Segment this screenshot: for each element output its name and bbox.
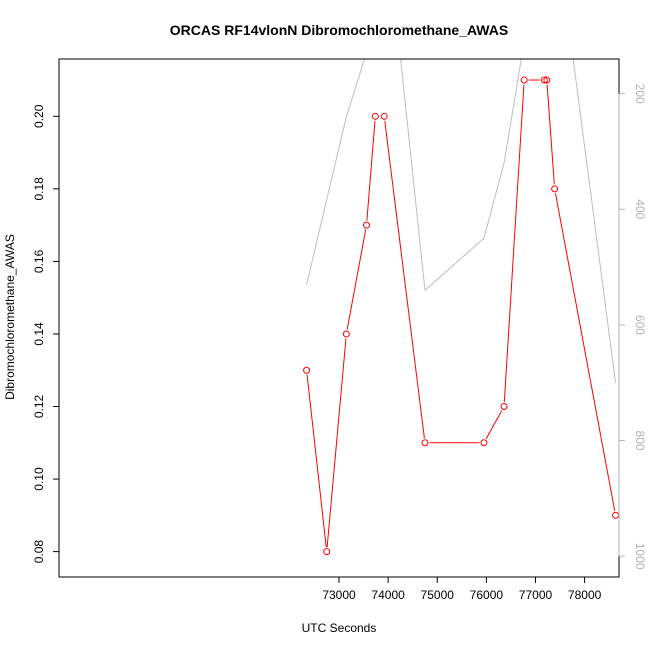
y-tick-label: 0.20: [32, 104, 46, 128]
series-1-segment: [424, 237, 485, 291]
y-tick-label: 0.16: [32, 249, 46, 273]
y-axis-label: Dibromochloromethane_AWAS: [3, 234, 17, 400]
y-tick-label: 0.12: [32, 395, 46, 419]
data-point: [480, 439, 488, 447]
data-point: [500, 403, 508, 411]
series-layer: [303, 59, 619, 556]
x-tick-label: 74000: [371, 588, 405, 602]
right-tick-label: 1000: [633, 543, 647, 570]
data-point: [380, 112, 388, 120]
y-tick-label: 0.18: [32, 177, 46, 201]
data-point: [543, 76, 551, 84]
plot-frame: [58, 58, 620, 578]
series-0-segment: [546, 84, 555, 185]
data-point: [342, 330, 350, 338]
series-1-segment: [503, 59, 522, 164]
series-0-segment: [326, 338, 347, 548]
series-0-segment: [554, 193, 616, 512]
series-0-segment: [366, 120, 376, 221]
x-tick-label: 75000: [421, 588, 455, 602]
right-tick-label: 400: [633, 199, 647, 219]
x-tick-label: 76000: [470, 588, 504, 602]
data-point: [551, 185, 559, 193]
x-tick-label: 78000: [568, 588, 602, 602]
data-point: [323, 548, 331, 556]
y-tick-label: 0.08: [32, 540, 46, 564]
data-point: [363, 221, 371, 229]
series-0-segment: [384, 120, 425, 439]
data-point: [612, 511, 619, 519]
x-axis-label: UTC Seconds: [302, 621, 377, 635]
data-point: [540, 76, 548, 84]
y-tick-label: 0.14: [32, 322, 46, 346]
right-tick-label: 800: [633, 431, 647, 451]
series-0-segment: [503, 84, 525, 403]
x-axis: 73000 74000 75000 76000 77000 78000: [322, 576, 602, 602]
data-point: [371, 112, 379, 120]
right-tick-label: 600: [633, 315, 647, 335]
series-0-segment: [346, 229, 367, 330]
y-tick-label: 0.10: [32, 467, 46, 491]
series-1-segment: [306, 116, 347, 285]
x-tick-label: 77000: [519, 588, 553, 602]
data-point: [520, 76, 528, 84]
series-1-segment: [345, 59, 366, 117]
series-0-segment: [306, 374, 327, 548]
chart-title: ORCAS RF14vlonN Dibromochloromethane_AWA…: [170, 22, 508, 38]
right-tick-label: 200: [633, 84, 647, 104]
series-1-segment: [400, 59, 426, 291]
series-0-segment: [485, 410, 503, 440]
series-1-segment: [483, 162, 505, 239]
data-point: [421, 439, 429, 447]
y-axis: 0.08 0.10 0.12 0.14 0.16 0.18 0.20: [32, 104, 60, 564]
right-axis: 200 400 600 800 1000: [618, 84, 647, 570]
data-point: [303, 366, 311, 374]
x-tick-label: 73000: [322, 588, 356, 602]
series-1-segment: [572, 59, 617, 383]
